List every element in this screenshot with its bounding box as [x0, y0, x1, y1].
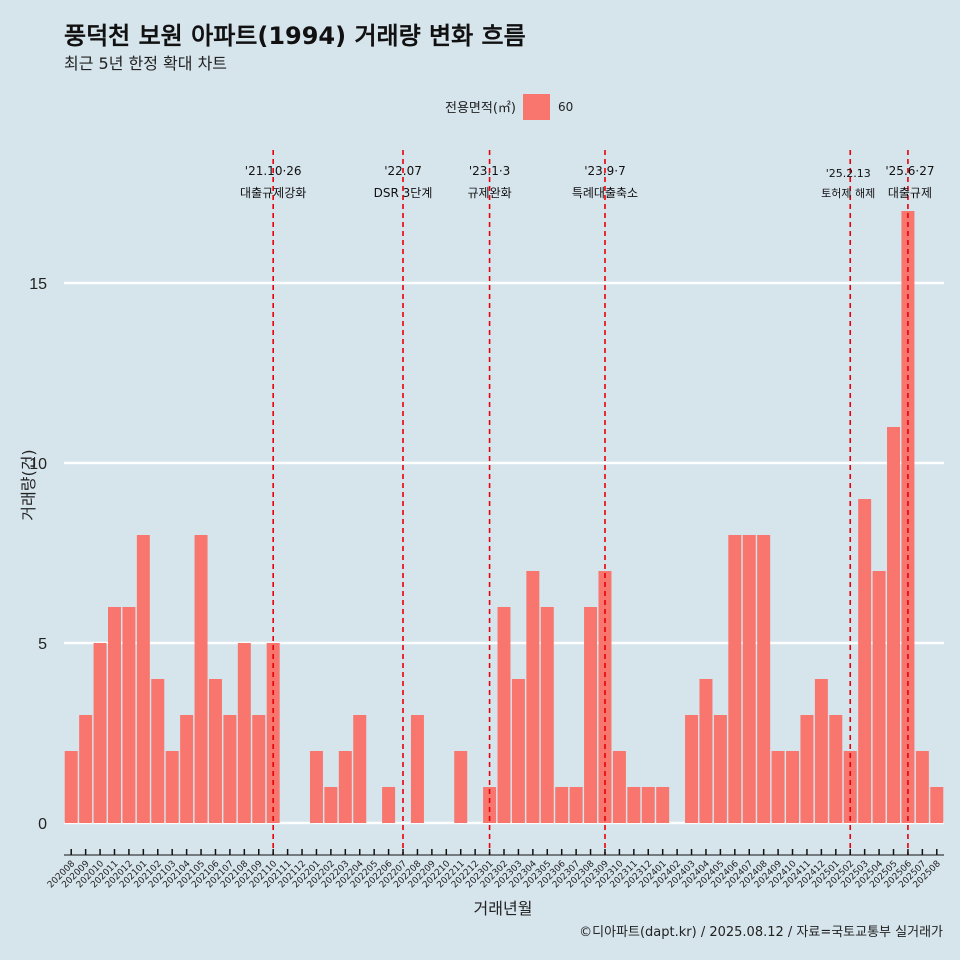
- bar: [526, 571, 540, 823]
- bar: [858, 499, 872, 823]
- bar: [829, 715, 843, 823]
- bar: [757, 535, 771, 823]
- bar: [252, 715, 266, 823]
- bar: [800, 715, 814, 823]
- bar: [713, 715, 727, 823]
- y-tick-label: 15: [29, 276, 47, 293]
- bar: [338, 751, 352, 823]
- annotation-date: '23.9·7: [584, 164, 625, 178]
- chart-caption: ©디아파트(dapt.kr) / 2025.08.12 / 자료=국토교통부 실…: [579, 925, 943, 940]
- bar: [136, 535, 150, 823]
- bar: [194, 535, 208, 823]
- y-axis-ticks: 0 5 10 15: [29, 276, 47, 833]
- bar: [266, 643, 280, 823]
- bar: [64, 751, 78, 823]
- bar: [454, 751, 468, 823]
- bar: [641, 787, 655, 823]
- bar: [410, 715, 424, 823]
- bar: [742, 535, 756, 823]
- annotation-label: 특례대출축소: [572, 186, 638, 200]
- bar: [208, 679, 222, 823]
- bar: [584, 607, 598, 823]
- legend: 전용면적(㎡) 60: [445, 94, 573, 120]
- bar: [901, 211, 915, 823]
- annotation-date: '22.07: [384, 164, 422, 178]
- bar: [540, 607, 554, 823]
- bar: [382, 787, 396, 823]
- y-tick-label: 0: [38, 816, 47, 833]
- y-tick-label: 10: [29, 456, 47, 473]
- legend-title: 전용면적(㎡): [445, 101, 516, 116]
- bar: [656, 787, 670, 823]
- bar: [237, 643, 251, 823]
- bar: [569, 787, 583, 823]
- x-axis: 2020082020092020102020112020122021012021…: [46, 849, 944, 890]
- bar: [555, 787, 569, 823]
- bar: [79, 715, 93, 823]
- annotation-label: 규제완화: [467, 186, 511, 200]
- bar: [930, 787, 944, 823]
- bar: [511, 679, 525, 823]
- annotations: '21.10·26 대출규제강화 '22.07 DSR 3단계 '23.1·3 규제완화 '…: [240, 150, 934, 855]
- y-axis-title: 거래량(건): [19, 449, 38, 520]
- bar: [728, 535, 742, 823]
- bar: [108, 607, 121, 823]
- bar: [151, 679, 165, 823]
- bar: [843, 751, 857, 823]
- chart-subtitle: 최근 5년 한정 확대 차트: [64, 54, 227, 73]
- annotation-date: '25.6·27: [885, 164, 934, 178]
- annotation-label: 대출규제강화: [240, 186, 306, 200]
- legend-label: 60: [558, 100, 573, 114]
- annotation-label: 토허제 해제: [821, 186, 875, 200]
- annotation-date: '21.10·26: [245, 164, 302, 178]
- annotation-label: DSR 3단계: [374, 186, 433, 200]
- bar: [483, 787, 497, 823]
- bar: [122, 607, 136, 823]
- bar: [887, 427, 900, 823]
- annotation-date: '23.1·3: [469, 164, 510, 178]
- bar: [309, 751, 323, 823]
- bar: [612, 751, 626, 823]
- annotation-label: 대출규제: [888, 186, 932, 200]
- bar: [915, 751, 929, 823]
- bar: [353, 715, 367, 823]
- bar: [699, 679, 713, 823]
- bar: [324, 787, 338, 823]
- chart-title: 풍덕천 보원 아파트(1994) 거래량 변화 흐름: [64, 22, 526, 50]
- bar: [872, 571, 886, 823]
- x-axis-title: 거래년월: [474, 899, 533, 918]
- bar: [497, 607, 511, 823]
- bar: [598, 571, 612, 823]
- bar: [814, 679, 828, 823]
- bar: [685, 715, 699, 823]
- legend-swatch: [523, 94, 550, 120]
- bar: [771, 751, 785, 823]
- bars: [64, 211, 944, 823]
- bar: [786, 751, 800, 823]
- bar: [165, 751, 179, 823]
- bar: [627, 787, 641, 823]
- bar: [93, 643, 107, 823]
- bar: [223, 715, 237, 823]
- annotation-date: '25.2.13: [826, 167, 871, 180]
- bar: [180, 715, 194, 823]
- y-tick-label: 5: [38, 636, 47, 653]
